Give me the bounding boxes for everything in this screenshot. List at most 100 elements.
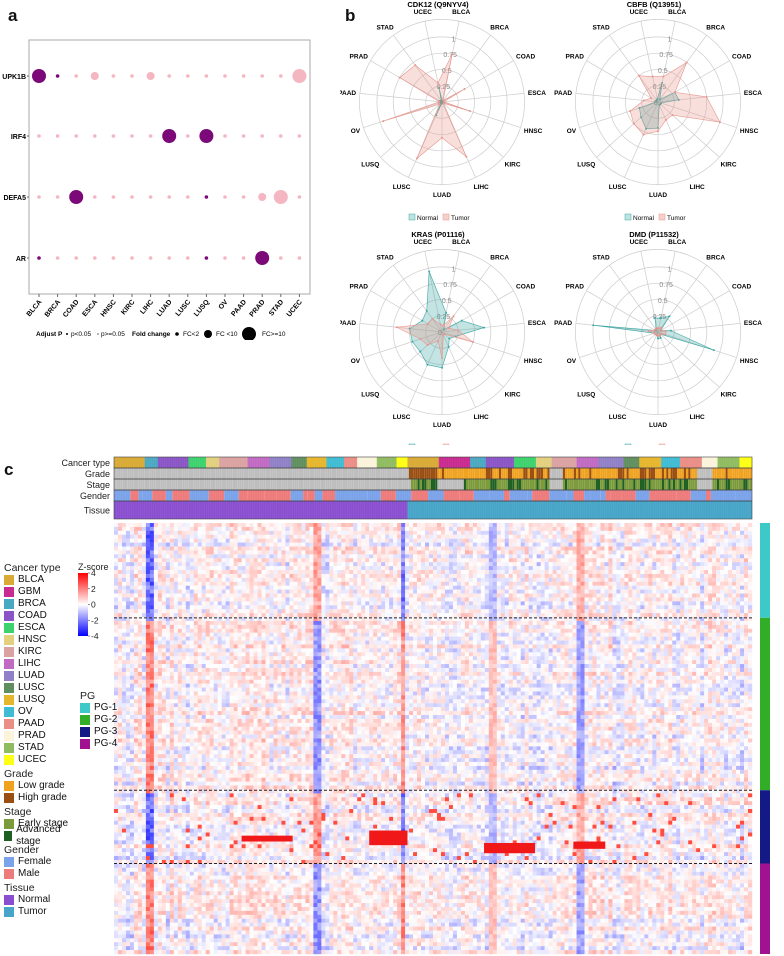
heatmap-cell [317,550,321,554]
heatmap-cell [134,605,138,609]
heatmap-cell [708,539,712,543]
radar-axis-label-blca: BLCA [668,9,686,16]
stage-cell [576,479,578,490]
heatmap-cell [748,586,752,590]
stage-cell [464,479,466,490]
heatmap-cell [329,578,333,582]
stage-cell [501,479,503,490]
grade-cell [250,468,252,479]
grade-cell [147,468,149,479]
heatmap-cell [593,535,597,539]
heatmap-cell [170,566,174,570]
heatmap-cell [513,601,517,605]
heatmap-cell [118,586,122,590]
heatmap-cell [373,558,377,562]
heatmap-cell [258,566,262,570]
heatmap-cell [521,570,525,574]
heatmap-cell [656,570,660,574]
heatmap-cell [401,531,405,535]
heatmap-cell [146,594,150,598]
heatmap-cell [433,566,437,570]
stage-cell [354,479,356,490]
heatmap-cell [537,554,541,558]
grade-cell [468,468,470,479]
dot-irf4-stad [279,134,283,138]
heatmap-cell [537,535,541,539]
heatmap-cell [696,543,700,547]
heatmap-cell [357,558,361,562]
heatmap-cell [632,566,636,570]
grade-cell [123,468,125,479]
heatmap-cell [557,582,561,586]
heatmap-cell [457,570,461,574]
heatmap-cell [529,531,533,535]
heatmap-cell [433,578,437,582]
heatmap-cell [425,597,429,601]
heatmap-cell [692,605,696,609]
heatmap-cell [130,597,134,601]
heatmap-cell [254,562,258,566]
stage-cell [503,479,505,490]
heatmap-cell [652,594,656,598]
heatmap-cell [413,594,417,598]
heatmap-cell [672,539,676,543]
heatmap-cell [453,605,457,609]
radar-axis-label-coad: COAD [732,53,751,60]
stage-cell [409,479,411,490]
heatmap-cell [305,531,309,535]
heatmap-cell [736,550,740,554]
cancer-type-block-kirc [219,457,248,468]
heatmap-cell [409,586,413,590]
grade-cell [158,468,160,479]
grade-cell [354,468,356,479]
heatmap-cell [533,558,537,562]
heatmap-cell [553,570,557,574]
grade-cell [561,468,563,479]
heatmap-cell [270,558,274,562]
heatmap-cell [417,609,421,613]
heatmap-cell [433,574,437,578]
grade-cell [730,468,732,479]
heatmap-cell [270,609,274,613]
heatmap-cell [369,574,373,578]
heatmap-cell [469,574,473,578]
heatmap-cell [321,562,325,566]
stage-cell [422,479,424,490]
heatmap-cell [397,543,401,547]
heatmap-cell [549,535,553,539]
heatmap-cell [485,543,489,547]
radar-axis-label-luad: LUAD [649,192,667,199]
cancer-type-block-luad [270,457,292,468]
heatmap-cell [246,531,250,535]
heatmap-cell [146,582,150,586]
heatmap-cell [369,558,373,562]
heatmap-cell [589,601,593,605]
heatmap-cell [182,594,186,598]
heatmap-cell [385,578,389,582]
heatmap-cell [150,574,154,578]
heatmap-cell [118,558,122,562]
heatmap-cell [513,594,517,598]
grade-cell [640,468,642,479]
radar-point-tumor-ov [629,110,631,112]
heatmap-cell [604,566,608,570]
heatmap-cell [150,558,154,562]
heatmap-cell [700,597,704,601]
heatmap-cell [672,558,676,562]
heatmap-cell [230,523,234,527]
radar-axis-label-paad: PAAD [340,90,356,97]
heatmap-cell [289,594,293,598]
heatmap-cell [433,601,437,605]
heatmap-cell [238,547,242,551]
heatmap-cell [146,547,150,551]
heatmap-cell [178,574,182,578]
heatmap-cell [688,578,692,582]
heatmap-cell [329,609,333,613]
heatmap-cell [712,539,716,543]
stage-cell [607,479,609,490]
heatmap-cell [421,523,425,527]
heatmap-cell [281,582,285,586]
dot-defa5-ov [223,195,227,199]
heatmap-cell [194,594,198,598]
heatmap-cell [445,535,449,539]
